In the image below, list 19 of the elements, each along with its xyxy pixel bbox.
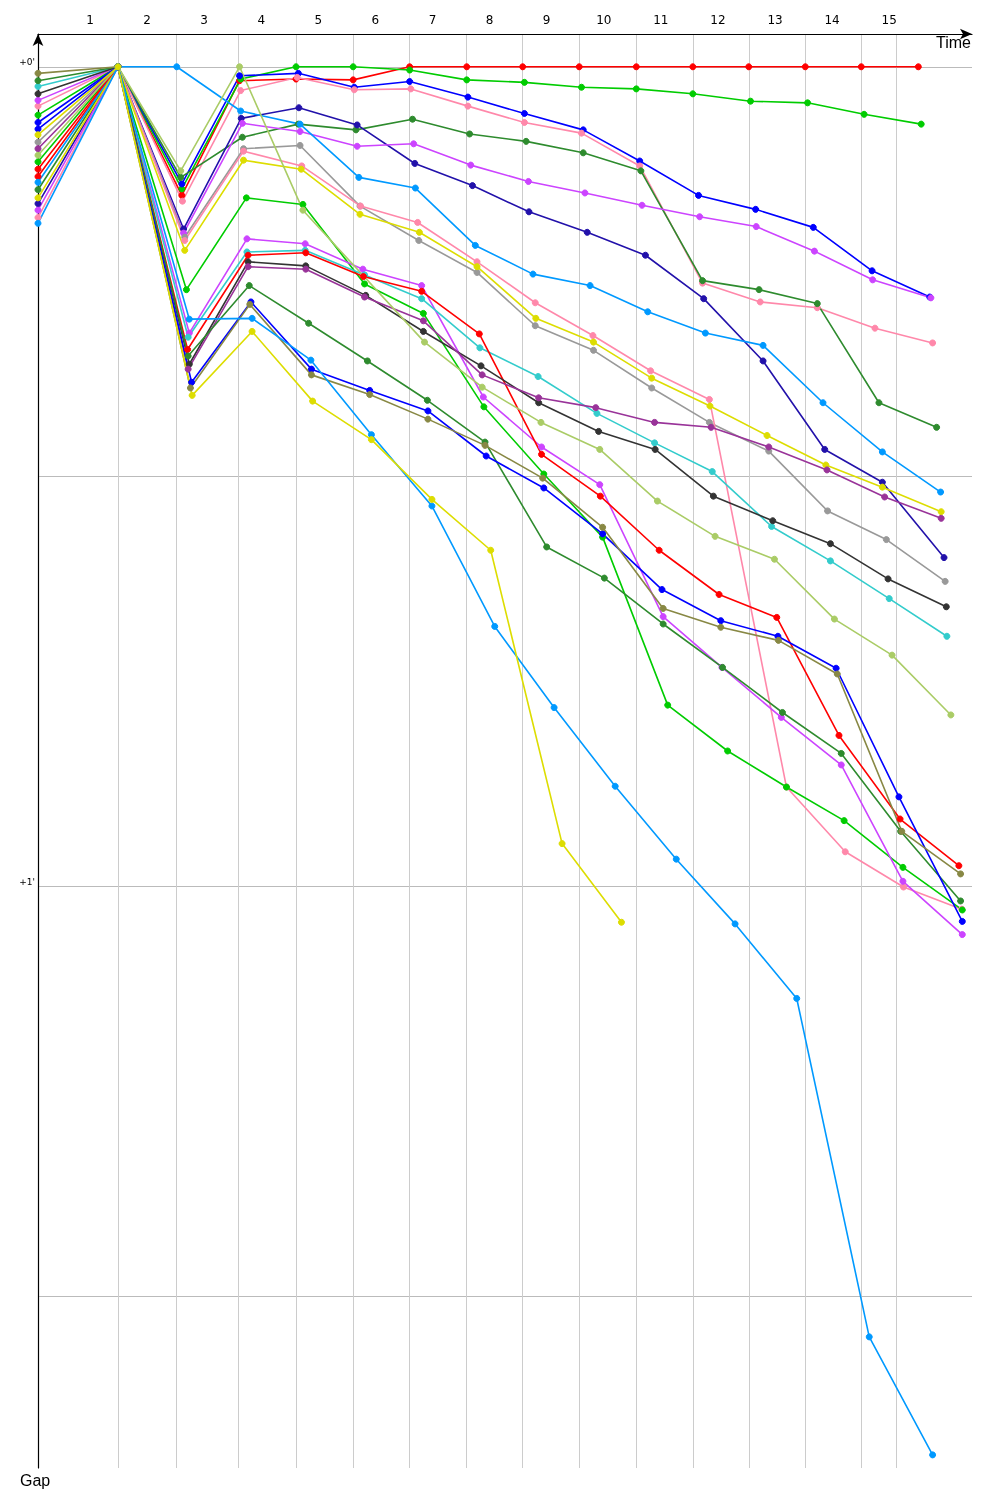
x-tick-label: 11: [653, 13, 669, 27]
x-tick-label: 2: [143, 13, 151, 27]
x-tick-label: 15: [881, 13, 897, 27]
x-tick-label: 5: [314, 13, 323, 27]
x-tick-label: 8: [485, 13, 494, 27]
x-tick-label: 13: [767, 13, 783, 27]
x-tick-label: 4: [257, 13, 266, 27]
x-tick-label: 3: [200, 13, 208, 27]
x-tick-label: 6: [371, 13, 380, 27]
x-tick-label: 14: [824, 13, 840, 27]
x-axis-title: Time: [936, 33, 972, 51]
y-tick-label: +1': [19, 876, 35, 887]
x-tick-label: 7: [428, 13, 437, 27]
x-tick-label: 10: [596, 13, 612, 27]
x-tick-label: 9: [542, 13, 551, 27]
x-tick-label: 12: [710, 13, 726, 27]
x-tick-label: 1: [86, 13, 94, 27]
y-tick-label: +0': [19, 57, 35, 68]
y-axis-title: Gap: [20, 1471, 51, 1489]
